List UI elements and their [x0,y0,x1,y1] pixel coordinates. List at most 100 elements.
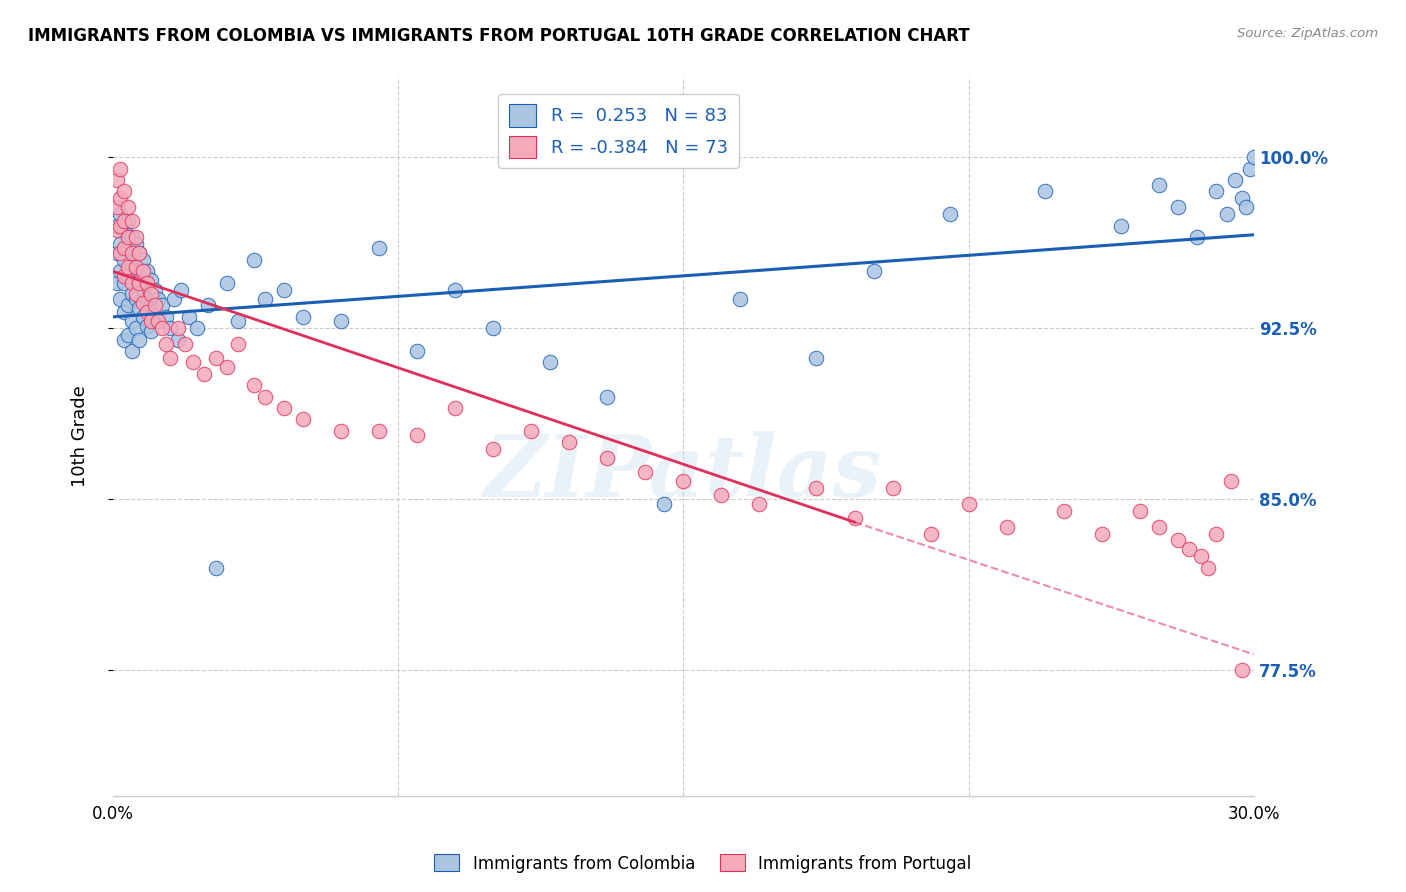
Point [112,276,135,290]
Point [882,481,904,495]
Point [110,236,132,251]
Point [105,201,128,215]
Point [1205,185,1227,199]
Point [112,252,135,267]
Point [1185,230,1208,244]
Point [862,264,884,278]
Point [1167,533,1189,548]
Point [128,246,150,260]
Point [1129,504,1152,518]
Point [1232,663,1254,677]
Point [136,264,159,278]
Point [121,314,143,328]
Point [110,191,132,205]
Point [136,318,159,333]
Point [112,223,135,237]
Point [117,260,139,274]
Point [1091,526,1114,541]
Point [143,305,166,319]
Point [124,287,146,301]
Point [253,390,276,404]
Point [105,223,128,237]
Point [124,236,146,251]
Point [139,273,162,287]
Point [150,321,173,335]
Point [124,321,146,335]
Point [406,428,429,442]
Point [110,219,132,233]
Point [273,283,295,297]
Point [197,298,219,312]
Point [1220,474,1243,488]
Point [112,333,135,347]
Point [273,401,295,416]
Point [128,301,150,315]
Point [112,305,135,319]
Point [1189,549,1212,564]
Point [121,230,143,244]
Point [159,321,181,335]
Point [538,355,561,369]
Point [110,207,132,221]
Point [136,276,159,290]
Point [368,424,391,438]
Point [748,497,770,511]
Point [132,310,155,324]
Point [159,351,181,365]
Point [242,378,264,392]
Point [482,442,505,457]
Point [253,292,276,306]
Point [155,337,177,351]
Point [117,268,139,283]
Point [330,314,353,328]
Point [112,185,135,199]
Point [1033,185,1056,199]
Point [292,412,315,426]
Point [520,424,543,438]
Point [110,161,132,176]
Point [1232,191,1254,205]
Point [121,276,143,290]
Point [482,321,505,335]
Point [117,298,139,312]
Point [132,264,155,278]
Point [121,246,143,260]
Point [596,451,619,466]
Point [132,252,155,267]
Point [143,283,166,297]
Point [163,292,186,306]
Point [654,497,676,511]
Point [558,435,581,450]
Point [596,390,619,404]
Point [672,474,695,488]
Point [121,214,143,228]
Point [105,219,128,233]
Point [806,351,828,365]
Point [136,305,159,319]
Point [1167,201,1189,215]
Point [242,252,264,267]
Point [174,337,197,351]
Point [730,292,752,306]
Point [444,283,467,297]
Legend: Immigrants from Colombia, Immigrants from Portugal: Immigrants from Colombia, Immigrants fro… [427,847,979,880]
Point [204,560,226,574]
Point [121,344,143,359]
Point [121,260,143,274]
Point [634,465,657,479]
Point [1234,201,1257,215]
Point [228,314,250,328]
Point [136,292,159,306]
Point [121,287,143,301]
Point [177,310,200,324]
Point [110,264,132,278]
Point [1197,560,1219,574]
Point [124,230,146,244]
Point [132,296,155,310]
Point [1053,504,1076,518]
Point [128,246,150,260]
Point [215,359,238,374]
Point [148,314,170,328]
Point [1223,173,1246,187]
Point [710,488,733,502]
